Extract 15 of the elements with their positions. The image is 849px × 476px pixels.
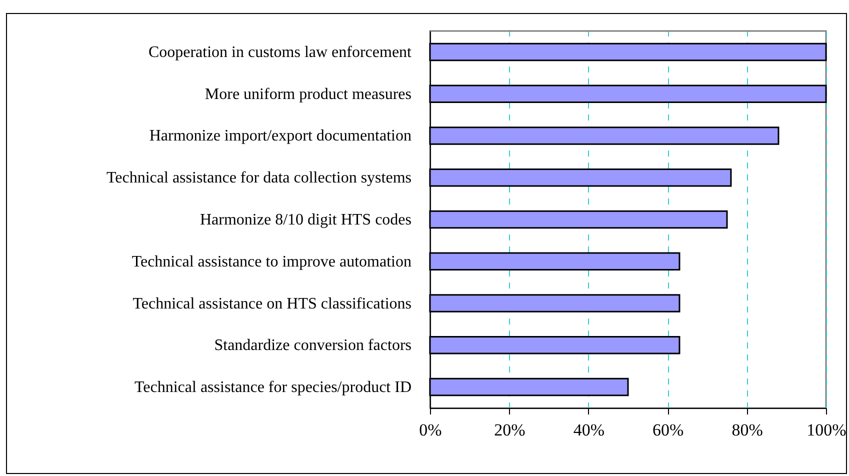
y-tick-label: Harmonize import/export documentation [149, 128, 412, 145]
y-tick-label: Technical assistance to improve automation [132, 253, 412, 270]
y-tick-label: Technical assistance for data collection systems [106, 170, 412, 187]
x-tick-label: 0% [419, 420, 442, 440]
y-tick-label: More uniform product measures [204, 86, 412, 103]
y-tick-label: Cooperation in customs law enforcement [148, 44, 412, 61]
x-tick-label: 100% [806, 420, 846, 440]
y-tick-label: Standardize conversion factors [214, 337, 412, 354]
x-tick-label: 60% [652, 420, 684, 440]
x-tick-label: 80% [732, 420, 763, 440]
x-tick-label: 40% [573, 420, 604, 440]
y-tick-label: Technical assistance for species/product ID [134, 379, 412, 396]
x-tick-label: 20% [494, 420, 526, 440]
y-tick-label: Technical assistance on HTS classifications [132, 295, 412, 312]
y-tick-label: Harmonize 8/10 digit HTS codes [200, 212, 412, 228]
